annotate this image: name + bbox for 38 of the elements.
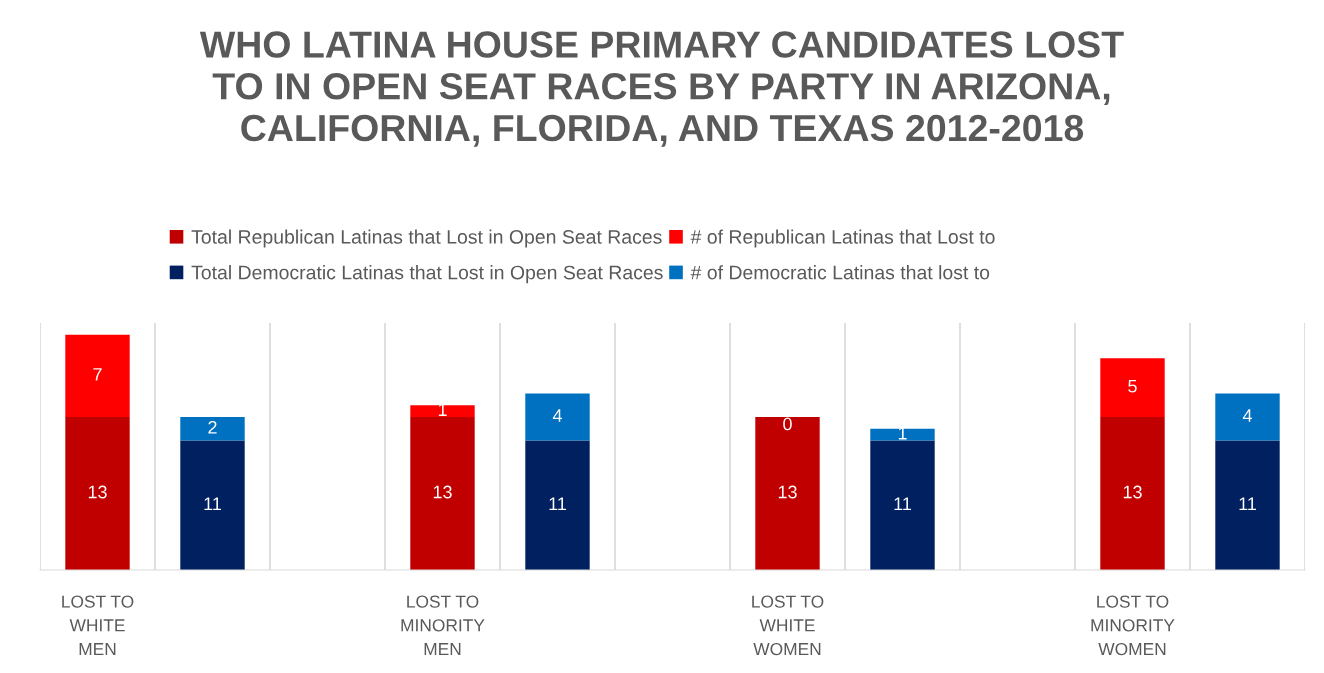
data-label: 5 [1128,379,1137,393]
data-label: 4 [552,409,562,422]
bar [1215,393,1280,441]
x-tick-label: LOST TO WHITE MEN [62,595,134,656]
data-label: 13 [433,485,452,499]
bar [1100,417,1165,570]
data-label: 2 [208,420,217,434]
x-tick-label: LOST TO MINORITY WOMEN [1091,595,1175,656]
legend-label: # of Democratic Latinas that lost to [690,265,990,280]
legend-label: Total Republican Latinas that Lost in Open Seat Races [191,229,662,248]
bar [410,417,475,570]
bar [870,440,935,570]
data-label: 4 [1242,409,1252,422]
bar [525,393,590,441]
bar [180,440,245,570]
data-label: 11 [549,497,566,510]
bar [180,417,245,441]
data-label: 11 [204,497,221,510]
legend-label: # of Republican Latinas that Lost to [690,229,995,248]
bar [525,440,590,570]
bar [1215,440,1280,570]
data-label: 11 [894,497,911,510]
bar [65,334,130,418]
data-label: 11 [1239,497,1256,510]
data-label: 7 [93,368,102,381]
data-label: 13 [88,485,107,499]
x-tick-label: LOST TO WHITE WOMEN [752,595,824,656]
x-tick-label: LOST TO MINORITY MEN [401,595,485,656]
data-label: 13 [778,485,797,499]
bar [755,417,820,570]
bar [410,405,475,418]
data-label: 13 [1123,485,1142,499]
bar [870,428,935,441]
legend-label: Total Democratic Latinas that Lost in Open Seat Races [191,265,663,284]
bar [65,417,130,570]
data-label: 0 [783,417,792,431]
chart-title: WHO LATINA HOUSE PRIMARY CANDIDATES LOST TO IN OPEN SEAT RACES BY PARTY IN ARIZONA, CALIFORNIA, FLORIDA, AND TEXAS 2012-2018 [199,31,1124,147]
bar [1100,358,1165,418]
